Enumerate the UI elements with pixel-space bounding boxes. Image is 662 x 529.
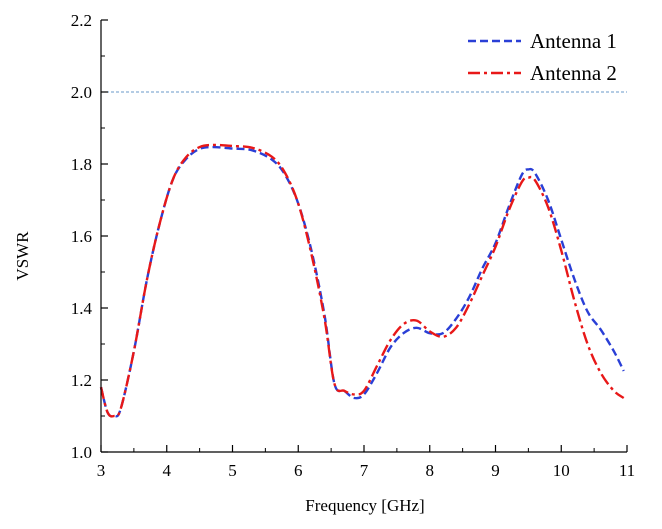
series-line-2	[99, 143, 625, 418]
x-tick-label: 8	[426, 461, 435, 480]
y-tick-label: 1.4	[71, 299, 93, 318]
ticks-layer: 3 4 5 6 7 8 9 10 11 1.0 1.2 1.4 1.6 1.8 2.0 2.2	[71, 11, 635, 480]
x-tick-label: 10	[553, 461, 570, 480]
y-tick-label: 1.6	[71, 227, 92, 246]
y-tick-label: 1.2	[71, 371, 92, 390]
legend-label-1: Antenna 1	[530, 29, 617, 53]
y-tick-label: 2.2	[71, 11, 92, 30]
y-tick-label: 1.8	[71, 155, 92, 174]
series-line-1	[99, 145, 625, 418]
x-tick-label: 7	[360, 461, 369, 480]
legend: Antenna 1 Antenna 2	[468, 29, 617, 85]
y-tick-label: 1.0	[71, 443, 92, 462]
series-layer	[99, 143, 625, 418]
x-axis-label: Frequency [GHz]	[305, 496, 424, 515]
y-axis-label: VSWR	[13, 231, 32, 281]
legend-label-2: Antenna 2	[530, 61, 617, 85]
x-tick-label: 5	[228, 461, 237, 480]
x-tick-label: 11	[619, 461, 635, 480]
x-tick-label: 9	[491, 461, 500, 480]
x-tick-label: 3	[97, 461, 106, 480]
x-tick-label: 4	[163, 461, 172, 480]
x-tick-label: 6	[294, 461, 303, 480]
y-tick-label: 2.0	[71, 83, 92, 102]
